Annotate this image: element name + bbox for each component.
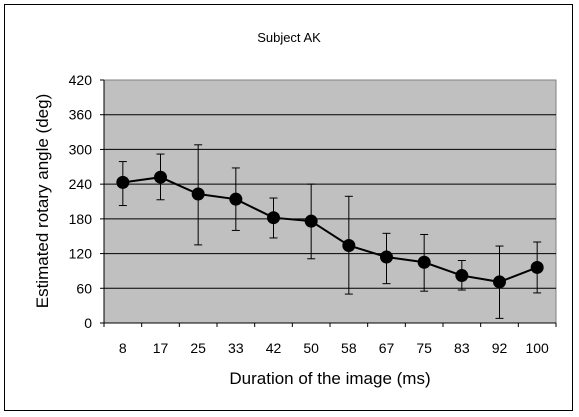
y-tick-label: 300 [69, 141, 93, 157]
data-point [154, 170, 167, 184]
x-tick-label: 42 [266, 340, 282, 356]
y-tick-label: 240 [69, 176, 93, 192]
data-point [417, 255, 431, 269]
x-tick-label: 8 [119, 340, 127, 356]
x-axis-label: Duration of the image (ms) [229, 369, 430, 388]
x-tick-label: 58 [341, 340, 357, 356]
plot-area [103, 79, 557, 324]
x-tick-label: 100 [525, 340, 549, 356]
y-tick-label: 120 [69, 246, 93, 262]
y-axis-label: Estimated rotary angle (deg) [33, 94, 52, 309]
y-tick-label: 360 [69, 107, 93, 123]
y-tick-label: 420 [69, 72, 93, 88]
data-point [229, 192, 243, 206]
y-tick-label: 60 [76, 280, 92, 296]
data-point [267, 211, 280, 225]
x-tick-label: 17 [153, 340, 169, 356]
data-point [116, 175, 130, 189]
data-point [493, 275, 506, 289]
chart-title: Subject AK [257, 30, 321, 45]
x-tick-label: 50 [303, 340, 319, 356]
x-tick-label: 83 [454, 340, 470, 356]
data-point [342, 238, 356, 252]
data-point [530, 260, 544, 274]
data-point [304, 214, 318, 228]
x-tick-label: 25 [190, 340, 206, 356]
x-tick-label: 67 [379, 340, 395, 356]
data-point [380, 250, 393, 264]
x-tick-label: 92 [492, 340, 508, 356]
y-tick-label: 180 [69, 211, 93, 227]
y-tick-label: 0 [84, 315, 92, 331]
data-point [191, 187, 205, 201]
x-tick-label: 75 [416, 340, 432, 356]
x-tick-label: 33 [228, 340, 244, 356]
data-point [455, 269, 469, 283]
